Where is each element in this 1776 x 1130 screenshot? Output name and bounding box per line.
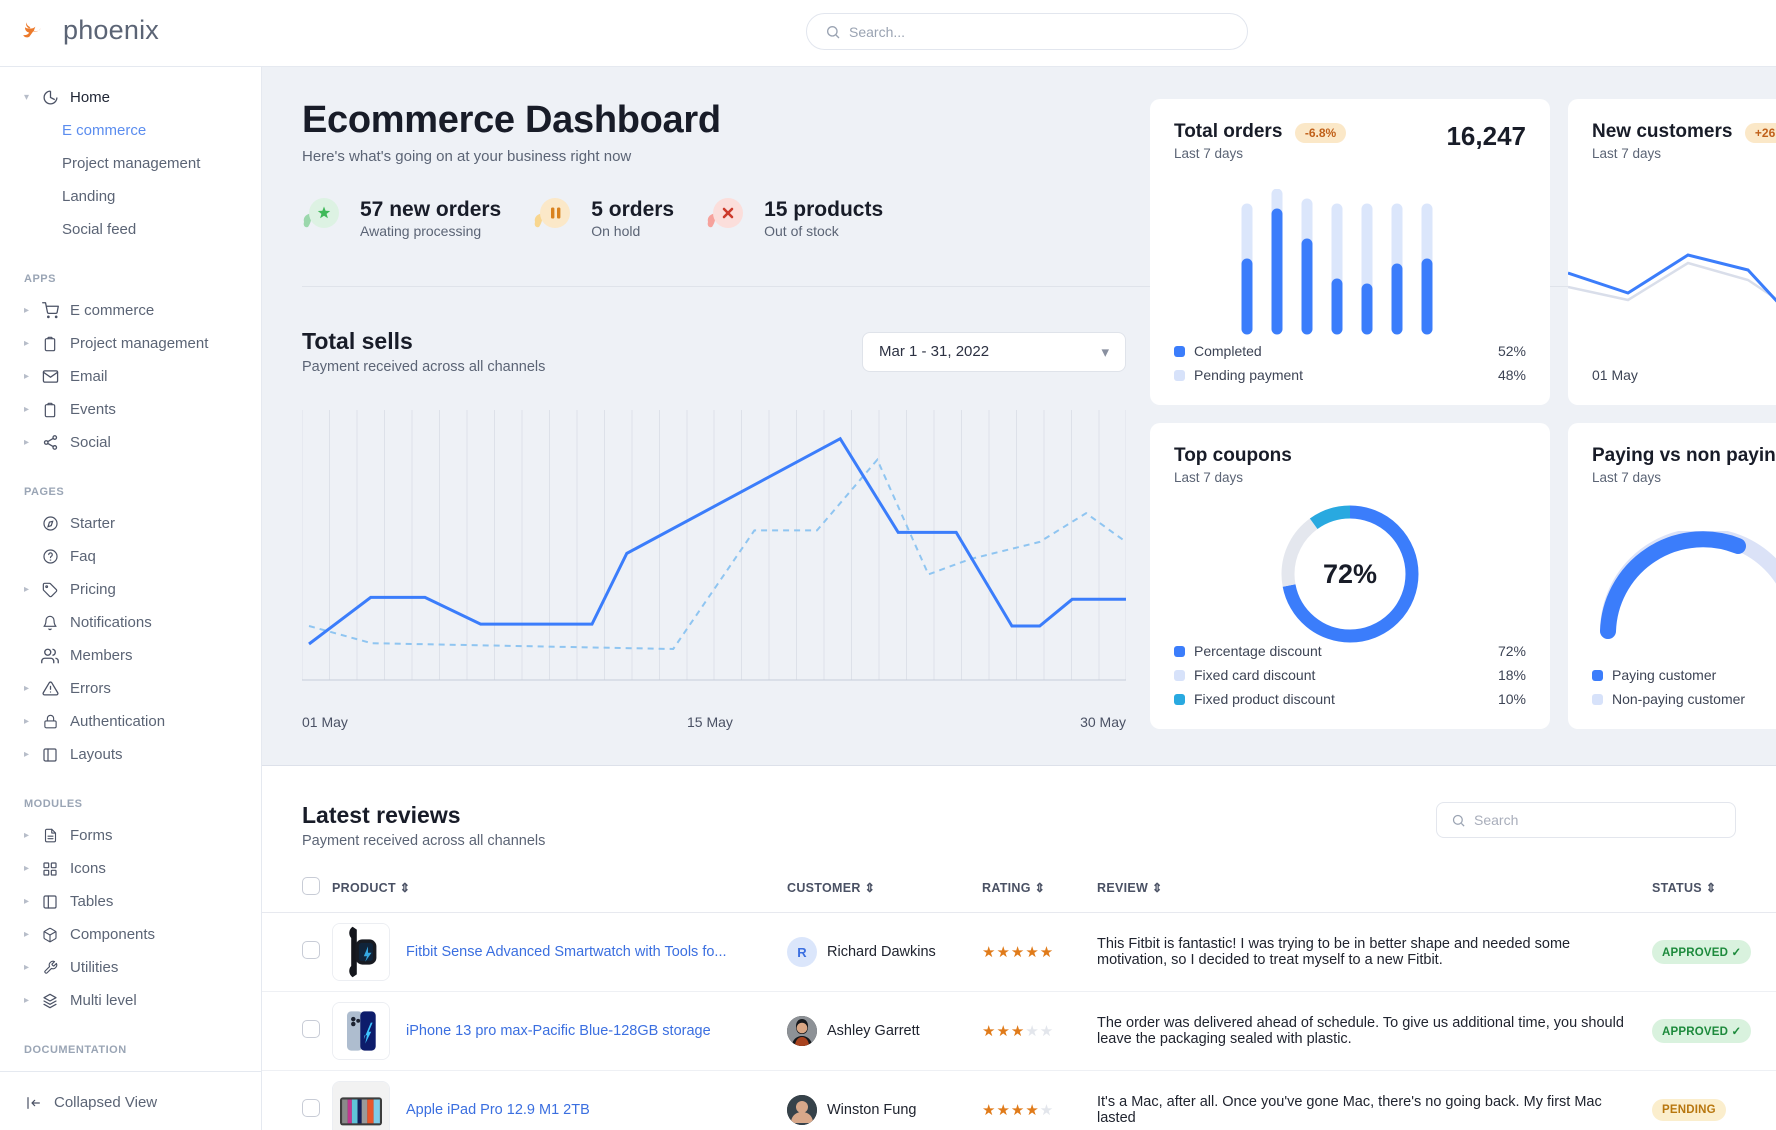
svg-text:72%: 72% xyxy=(1323,559,1377,589)
